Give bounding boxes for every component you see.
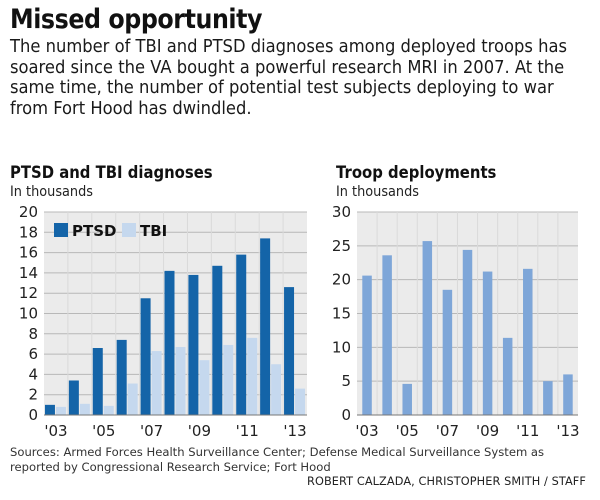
bar-deployments	[482, 271, 493, 415]
bar-tbi	[247, 337, 258, 415]
bar-tbi	[151, 351, 162, 415]
y-tick-label: 10	[19, 305, 38, 323]
bar-tbi	[271, 364, 282, 415]
headline: Missed opportunity	[10, 4, 263, 35]
bar-deployments	[563, 374, 573, 415]
y-tick-label: 15	[332, 305, 351, 323]
bar-ptsd	[236, 254, 247, 415]
y-tick-label: 8	[28, 325, 38, 343]
deployments-chart-subtitle: In thousands	[336, 184, 419, 200]
x-tick-label: '03	[355, 422, 378, 440]
legend-swatch-ptsd	[54, 223, 68, 237]
x-tick-label: '03	[44, 422, 67, 440]
y-tick-label: 20	[332, 271, 351, 289]
bar-deployments	[462, 249, 473, 415]
bar-ptsd	[188, 274, 199, 415]
ptsd-tbi-chart-subtitle: In thousands	[10, 184, 93, 200]
x-tick-label: '09	[188, 422, 211, 440]
credit-line: ROBERT CALZADA, CHRISTOPHER SMITH / STAF…	[307, 475, 586, 488]
bar-ptsd	[116, 339, 127, 415]
bar-ptsd	[68, 380, 79, 415]
x-tick-label: '11	[236, 422, 259, 440]
bar-deployments	[442, 289, 453, 415]
y-tick-label: 0	[341, 406, 351, 424]
bar-tbi	[79, 403, 90, 415]
y-tick-label: 6	[28, 345, 38, 363]
bar-ptsd	[260, 238, 271, 415]
bar-tbi	[103, 405, 114, 415]
bar-tbi	[295, 388, 306, 415]
sources-note: Sources: Armed Forces Health Surveillanc…	[10, 445, 545, 474]
x-tick-label: '13	[283, 422, 306, 440]
bar-tbi	[199, 360, 210, 415]
legend-swatch-tbi	[122, 223, 136, 237]
bar-ptsd	[164, 270, 175, 415]
bar-deployments	[382, 255, 392, 415]
intro-text: The number of TBI and PTSD diagnoses amo…	[10, 37, 567, 119]
bar-deployments	[422, 241, 433, 415]
bar-deployments	[362, 275, 372, 415]
bar-tbi	[223, 344, 234, 415]
bar-deployments	[502, 337, 513, 415]
bar-deployments	[402, 383, 412, 415]
y-tick-label: 30	[332, 203, 351, 221]
bar-ptsd	[212, 265, 223, 415]
x-tick-label: '05	[92, 422, 115, 440]
bar-ptsd	[92, 348, 103, 415]
y-tick-label: 4	[28, 365, 38, 383]
y-tick-label: 12	[19, 284, 38, 302]
bar-ptsd	[284, 287, 295, 415]
bar-tbi	[175, 346, 186, 415]
y-tick-label: 18	[19, 223, 38, 241]
y-tick-label: 0	[28, 406, 38, 424]
x-tick-label: '05	[396, 422, 419, 440]
y-tick-label: 16	[19, 244, 38, 262]
y-tick-label: 2	[28, 386, 38, 404]
deployments-chart-title: Troop deployments	[336, 163, 497, 182]
legend-label-tbi: TBI	[140, 222, 167, 240]
y-tick-label: 14	[19, 264, 38, 282]
legend-label-ptsd: PTSD	[72, 222, 116, 240]
bar-deployments	[523, 268, 533, 415]
y-tick-label: 20	[19, 203, 38, 221]
x-tick-label: '09	[476, 422, 499, 440]
x-tick-label: '07	[436, 422, 459, 440]
x-tick-label: '11	[516, 422, 539, 440]
bar-tbi	[55, 406, 66, 415]
bar-tbi	[127, 383, 138, 415]
ptsd-tbi-chart-title: PTSD and TBI diagnoses	[10, 163, 213, 182]
bar-deployments	[543, 381, 553, 415]
y-tick-label: 25	[332, 237, 351, 255]
y-tick-label: 10	[332, 338, 351, 356]
x-tick-label: '07	[140, 422, 163, 440]
y-tick-label: 5	[341, 372, 351, 390]
x-tick-label: '13	[556, 422, 579, 440]
bar-ptsd	[140, 298, 151, 415]
bar-ptsd	[44, 404, 55, 415]
